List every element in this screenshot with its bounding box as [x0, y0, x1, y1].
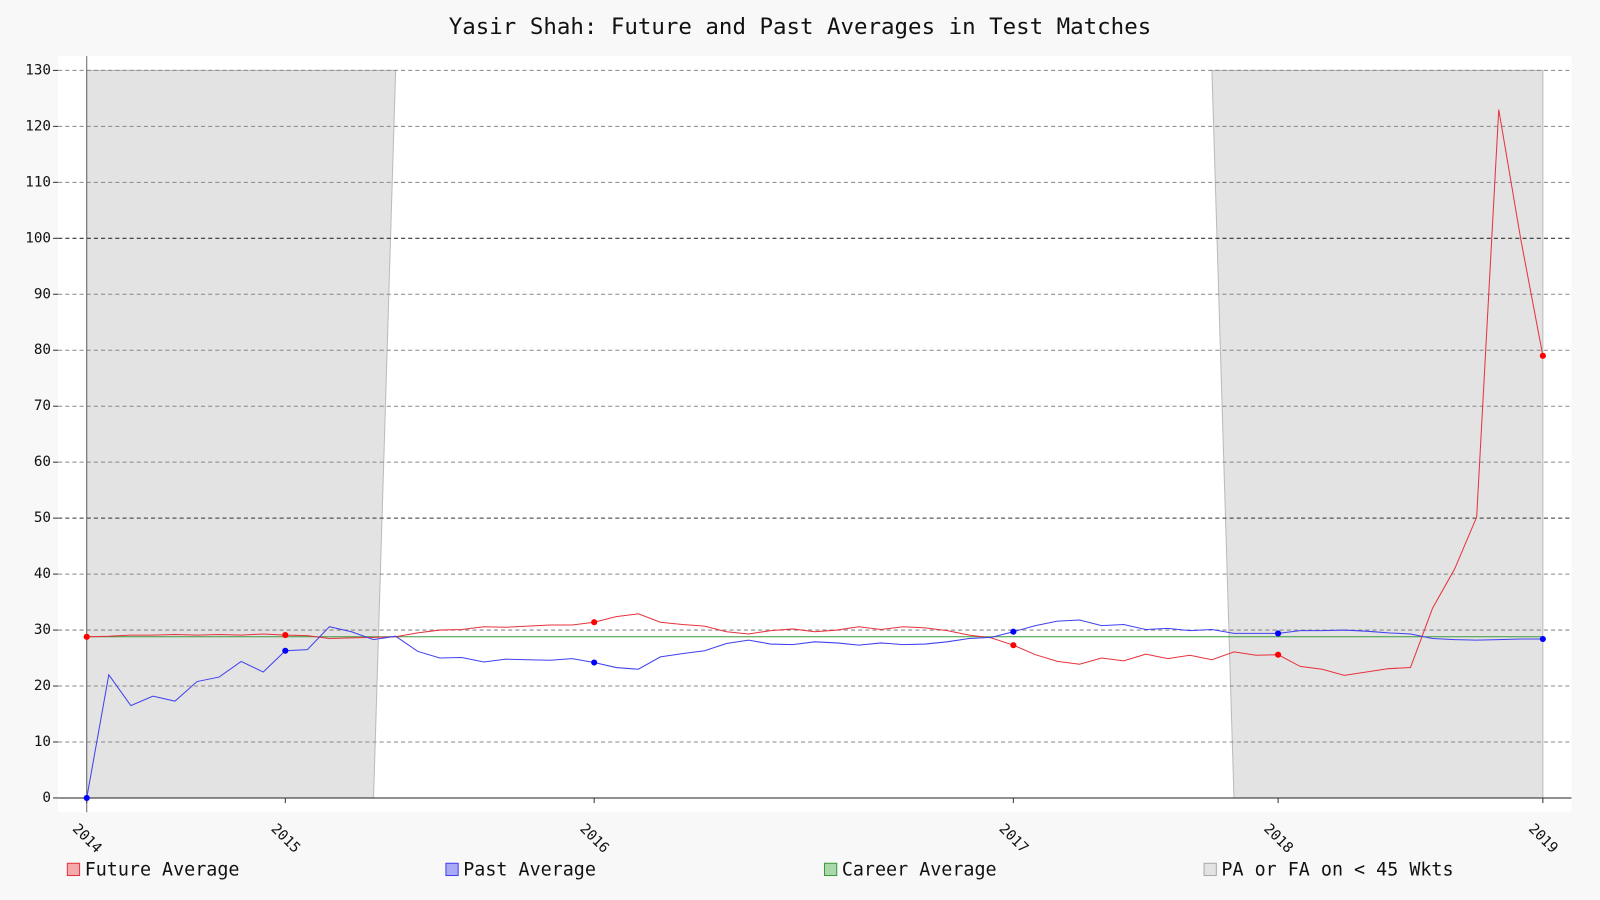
series-line	[86, 619, 1543, 799]
y-tick-label: 110	[25, 174, 51, 190]
y-tick-label: 90	[34, 286, 51, 302]
chart-title: Yasir Shah: Future and Past Averages in …	[449, 14, 1151, 40]
y-tick-label: 20	[34, 678, 51, 694]
series-marker	[591, 659, 598, 666]
series-line	[86, 109, 1544, 676]
series-marker	[1275, 630, 1282, 637]
shaded-region	[1211, 69, 1544, 799]
legend-swatch	[445, 862, 459, 877]
legend-label: PA or FA on < 45 Wkts	[1221, 859, 1453, 880]
legend-swatch	[1203, 862, 1217, 877]
y-tick-label: 30	[34, 622, 51, 638]
series-marker	[83, 633, 90, 640]
series-marker	[282, 647, 289, 654]
series-marker	[1275, 651, 1282, 658]
legend-label: Future Average	[85, 859, 240, 880]
series-marker	[282, 632, 289, 639]
shaded-region	[86, 69, 397, 799]
legend-swatch	[823, 862, 838, 877]
y-tick-label: 100	[25, 230, 51, 246]
y-tick-label: 120	[25, 118, 51, 134]
y-tick-label: 0	[42, 790, 51, 806]
y-tick-label: 60	[34, 454, 51, 470]
series-marker	[1010, 628, 1017, 635]
series-marker	[1539, 635, 1546, 643]
y-tick-label: 40	[34, 566, 51, 582]
legend-label: Past Average	[463, 859, 596, 880]
series-marker	[83, 794, 90, 802]
series-marker	[1010, 642, 1017, 649]
y-tick-label: 70	[34, 398, 51, 414]
y-tick-label: 50	[34, 510, 51, 526]
legend-label: Career Average	[842, 859, 997, 880]
series-marker	[591, 619, 598, 626]
y-tick-label: 80	[34, 342, 51, 358]
series-marker	[1539, 352, 1546, 359]
legend-swatch	[66, 862, 81, 877]
y-tick-label: 10	[34, 734, 51, 750]
y-tick-label: 130	[25, 62, 51, 78]
